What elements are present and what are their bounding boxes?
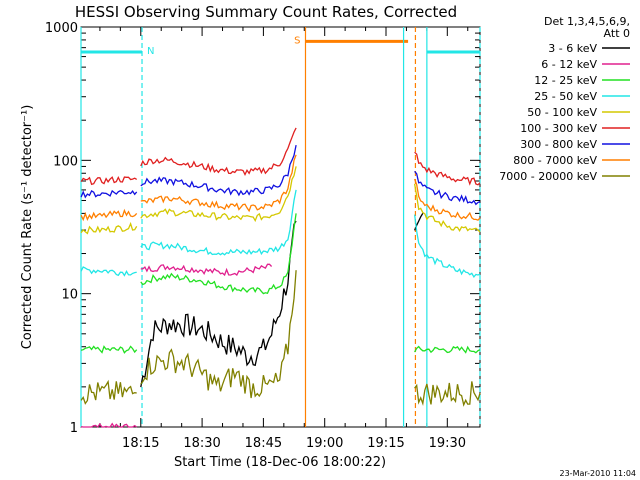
series-line [80, 221, 138, 235]
series-5 [80, 127, 481, 186]
series-line [414, 151, 481, 186]
series-line [140, 270, 297, 399]
legend-label: 300 - 800 keV [520, 138, 597, 151]
series-line [140, 189, 297, 256]
series-4 [80, 166, 481, 235]
series-7 [80, 154, 481, 222]
attenuator-flags: NS [80, 27, 481, 427]
series-line [80, 379, 137, 405]
series-line [80, 422, 138, 429]
y-axis-label: Corrected Count Rate (s⁻¹ detector⁻¹) [20, 105, 35, 350]
series-line [140, 166, 297, 223]
x-axis-label: Start Time (18-Dec-06 18:00:22) [174, 455, 386, 470]
series-line [80, 345, 138, 354]
series-line [413, 183, 481, 233]
series-line [80, 208, 138, 222]
series-8 [80, 270, 481, 407]
x-tick-label: 19:30 [429, 436, 466, 451]
y-tick-label: 1000 [45, 21, 78, 36]
series-line [140, 263, 273, 277]
series-line [414, 345, 481, 354]
legend-label: 6 - 12 keV [541, 58, 597, 71]
series-line [80, 266, 137, 277]
series-line [140, 220, 297, 388]
legend-label: 50 - 100 keV [527, 106, 597, 119]
x-tick-label: 18:15 [122, 436, 159, 451]
x-tick-label: 18:45 [245, 436, 282, 451]
series-line [80, 189, 138, 199]
y-tick-label: 10 [61, 288, 78, 303]
legend-label: 25 - 50 keV [534, 90, 597, 103]
legend-label: 100 - 300 keV [520, 122, 597, 135]
series-3 [80, 189, 481, 279]
legend-header: Att 0 [604, 27, 630, 40]
chart-title: HESSI Observing Summary Count Rates, Cor… [75, 3, 457, 21]
series-lines [80, 127, 481, 429]
legend-label: 7000 - 20000 keV [499, 170, 597, 183]
series-line [414, 170, 481, 206]
legend-label: 12 - 25 keV [534, 74, 597, 87]
y-tick-label: 100 [53, 154, 78, 169]
x-tick-label: 18:30 [183, 436, 220, 451]
series-line [140, 144, 297, 197]
series-line [414, 381, 481, 407]
legend-header: Det 1,3,4,5,6,9, [544, 15, 630, 28]
series-6 [80, 144, 481, 206]
legend: Det 1,3,4,5,6,9,Att 0 3 - 6 keV 6 - 12 keV… [499, 15, 630, 183]
tick-labels: 18:15 18:30 18:45 19:00 19:15 19:30 1 10 100 1000 [45, 21, 466, 451]
y-tick-label: 1 [70, 421, 78, 436]
x-tick-label: 19:15 [367, 436, 404, 451]
series-line [413, 178, 481, 221]
series-line [80, 176, 138, 186]
series-line [140, 154, 297, 213]
axis-ticks [81, 26, 480, 428]
series-line [140, 213, 297, 295]
series-line [413, 214, 481, 279]
plot-frame [80, 26, 481, 428]
series-2 [80, 213, 481, 354]
series-line [140, 127, 297, 176]
timestamp: 23-Mar-2010 11:04 [560, 469, 637, 478]
legend-label: 3 - 6 keV [548, 42, 597, 55]
legend-label: 800 - 7000 keV [513, 154, 597, 167]
flag-label: N [147, 46, 154, 57]
flag-label: S [294, 35, 300, 46]
series-1 [80, 263, 273, 429]
x-tick-label: 19:00 [306, 436, 343, 451]
